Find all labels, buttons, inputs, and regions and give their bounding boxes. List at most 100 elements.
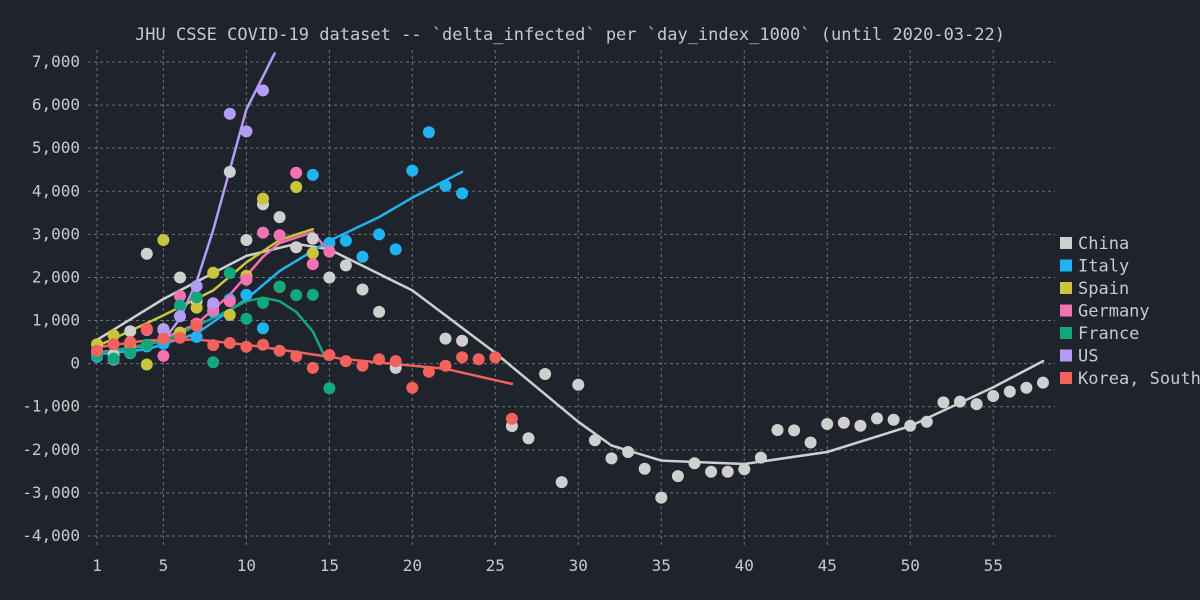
data-point-germany (157, 349, 170, 362)
legend-label: Germany (1078, 302, 1150, 322)
data-point-germany (257, 226, 269, 239)
legend-item-china: China (1060, 234, 1129, 254)
data-point-france (306, 288, 319, 301)
data-point-us (240, 125, 253, 138)
x-tick-label: 55 (984, 556, 1003, 575)
data-point-korea-south (223, 337, 236, 349)
legend-swatch (1060, 237, 1072, 249)
data-point-france (190, 291, 203, 304)
data-point-korea-south (273, 344, 286, 357)
y-tick-label: 4,000 (32, 181, 80, 200)
data-point-france (273, 280, 286, 293)
data-point-italy (323, 237, 336, 249)
legend-swatch (1060, 304, 1072, 317)
x-tick-label: 35 (652, 556, 671, 575)
data-point-china (572, 378, 585, 391)
data-point-korea-south (157, 332, 170, 345)
data-point-china (1020, 381, 1033, 394)
data-point-china (1037, 376, 1049, 389)
grid (88, 50, 1055, 548)
fit-line-china (95, 242, 1045, 466)
data-point-china (887, 413, 900, 426)
data-point-china (240, 234, 253, 246)
data-point-spain (207, 266, 220, 279)
data-point-spain (157, 234, 170, 246)
y-tick-label: 7,000 (32, 52, 80, 71)
data-point-korea-south (373, 353, 386, 366)
legend-swatch (1060, 259, 1072, 272)
data-point-korea-south (124, 336, 137, 349)
data-point-china (306, 232, 319, 245)
data-point-france (223, 267, 236, 280)
data-point-italy (406, 164, 419, 177)
data-point-spain (190, 301, 203, 314)
x-tick-label: 1 (92, 556, 102, 575)
data-point-korea-south (140, 322, 153, 335)
legend-label: France (1078, 324, 1139, 344)
data-point-china (223, 165, 236, 178)
data-point-italy (257, 322, 269, 335)
data-point-china (356, 283, 369, 296)
data-point-korea-south (356, 359, 369, 372)
legend-label: Korea, South (1078, 369, 1200, 389)
legend-swatch (1060, 372, 1072, 384)
x-tick-label: 5 (159, 556, 169, 575)
data-point-korea-south (489, 351, 502, 364)
y-tick-label: 0 (70, 354, 80, 373)
data-point-germany (240, 273, 253, 286)
data-point-france (207, 356, 220, 369)
y-tick-label: -4,000 (22, 526, 80, 545)
data-point-china (788, 424, 801, 437)
data-point-france (174, 299, 186, 312)
axes: 1 5 10 15 20 25 30 35 40 45 50 55-4,000-3,000-2,000… (22, 52, 1003, 575)
y-tick-label: -2,000 (22, 440, 80, 459)
data-point-china (904, 419, 917, 432)
x-tick-label: 20 (403, 556, 422, 575)
y-tick-label: -1,000 (22, 397, 80, 416)
data-point-korea-south (91, 344, 103, 357)
data-point-us (207, 297, 220, 310)
data-point-italy (240, 288, 253, 301)
legend-item-germany: Germany (1060, 302, 1150, 322)
data-point-italy (190, 330, 203, 343)
data-point-china (323, 271, 336, 284)
data-point-china (920, 415, 933, 428)
data-point-us (257, 84, 269, 97)
data-point-germany (290, 166, 303, 179)
y-tick-label: 5,000 (32, 138, 80, 157)
legend-label: Spain (1078, 279, 1129, 299)
data-point-china (804, 436, 817, 449)
x-tick-label: 45 (818, 556, 837, 575)
legend-swatch (1060, 282, 1072, 294)
data-point-korea-south (190, 319, 203, 332)
data-point-china (954, 395, 966, 408)
data-point-china (705, 465, 718, 478)
data-point-china (622, 446, 635, 458)
data-point-spain (257, 192, 269, 205)
data-point-us (223, 107, 236, 120)
data-point-korea-south (472, 353, 485, 366)
data-point-italy (389, 243, 402, 256)
data-point-korea-south (257, 338, 269, 351)
data-point-italy (339, 234, 352, 247)
data-point-spain (140, 358, 153, 371)
legend-item-italy: Italy (1060, 257, 1129, 277)
data-point-china (821, 418, 834, 430)
data-point-korea-south (207, 339, 220, 352)
data-point-korea-south (439, 359, 452, 372)
data-point-germany (306, 258, 319, 271)
data-point-china (1003, 385, 1016, 398)
data-point-germany (174, 290, 186, 302)
data-point-china (655, 491, 668, 504)
x-tick-label: 40 (735, 556, 754, 575)
legend-item-france: France (1060, 324, 1139, 344)
data-point-korea-south (240, 340, 253, 353)
data-point-china (456, 334, 469, 347)
data-point-china (987, 390, 1000, 402)
data-point-china (539, 368, 552, 380)
y-tick-label: 6,000 (32, 95, 80, 114)
legend-item-spain: Spain (1060, 279, 1129, 299)
data-point-china (373, 305, 386, 318)
